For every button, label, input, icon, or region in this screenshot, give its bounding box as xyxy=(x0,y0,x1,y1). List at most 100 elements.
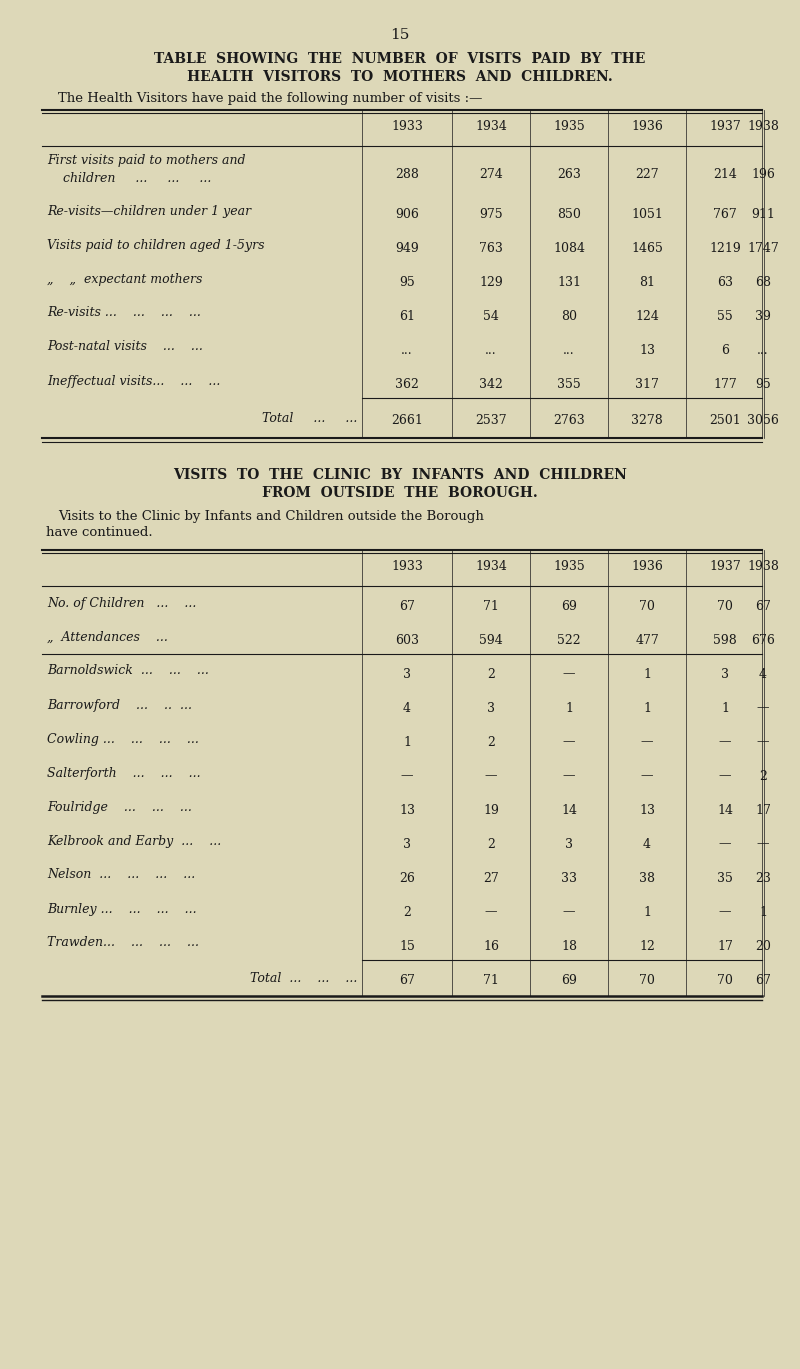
Text: 603: 603 xyxy=(395,634,419,646)
Text: 1: 1 xyxy=(643,668,651,680)
Text: 975: 975 xyxy=(479,208,503,220)
Text: 911: 911 xyxy=(751,208,775,220)
Text: 2537: 2537 xyxy=(475,415,507,427)
Text: 1084: 1084 xyxy=(553,241,585,255)
Text: 1936: 1936 xyxy=(631,560,663,574)
Text: HEALTH  VISITORS  TO  MOTHERS  AND  CHILDREN.: HEALTH VISITORS TO MOTHERS AND CHILDREN. xyxy=(187,70,613,84)
Text: 3: 3 xyxy=(721,668,729,680)
Text: 1937: 1937 xyxy=(709,560,741,574)
Text: 850: 850 xyxy=(557,208,581,220)
Text: 1: 1 xyxy=(721,701,729,715)
Text: 1219: 1219 xyxy=(709,241,741,255)
Text: „    „  expectant mothers: „ „ expectant mothers xyxy=(47,272,202,286)
Text: Burnley ...    ...    ...    ...: Burnley ... ... ... ... xyxy=(47,902,197,916)
Text: 767: 767 xyxy=(713,208,737,220)
Text: 362: 362 xyxy=(395,378,419,390)
Text: 70: 70 xyxy=(717,600,733,612)
Text: 71: 71 xyxy=(483,600,499,612)
Text: Total  ...    ...    ...: Total ... ... ... xyxy=(250,972,357,984)
Text: 6: 6 xyxy=(721,344,729,356)
Text: 39: 39 xyxy=(755,309,771,323)
Text: 1747: 1747 xyxy=(747,241,779,255)
Text: —: — xyxy=(562,769,575,783)
Text: 3056: 3056 xyxy=(747,415,779,427)
Text: 71: 71 xyxy=(483,975,499,987)
Text: 1051: 1051 xyxy=(631,208,663,220)
Text: No. of Children   ...    ...: No. of Children ... ... xyxy=(47,597,196,609)
Text: Cowling ...    ...    ...    ...: Cowling ... ... ... ... xyxy=(47,732,199,746)
Text: 2: 2 xyxy=(403,905,411,919)
Text: 70: 70 xyxy=(717,975,733,987)
Text: 2661: 2661 xyxy=(391,415,423,427)
Text: 3: 3 xyxy=(403,838,411,850)
Text: 1938: 1938 xyxy=(747,120,779,133)
Text: ...: ... xyxy=(485,344,497,356)
Text: 67: 67 xyxy=(399,600,415,612)
Text: 196: 196 xyxy=(751,167,775,181)
Text: 3278: 3278 xyxy=(631,415,663,427)
Text: Post-natal visits    ...    ...: Post-natal visits ... ... xyxy=(47,341,203,353)
Text: 522: 522 xyxy=(557,634,581,646)
Text: 13: 13 xyxy=(639,804,655,816)
Text: Total     ...     ...: Total ... ... xyxy=(262,412,357,424)
Text: TABLE  SHOWING  THE  NUMBER  OF  VISITS  PAID  BY  THE: TABLE SHOWING THE NUMBER OF VISITS PAID … xyxy=(154,52,646,66)
Text: 1933: 1933 xyxy=(391,120,423,133)
Text: —: — xyxy=(562,735,575,749)
Text: 23: 23 xyxy=(755,872,771,884)
Text: 227: 227 xyxy=(635,167,659,181)
Text: 1: 1 xyxy=(759,905,767,919)
Text: 2: 2 xyxy=(487,668,495,680)
Text: 67: 67 xyxy=(755,600,771,612)
Text: 63: 63 xyxy=(717,275,733,289)
Text: 1935: 1935 xyxy=(553,560,585,574)
Text: —: — xyxy=(718,905,731,919)
Text: 1465: 1465 xyxy=(631,241,663,255)
Text: —: — xyxy=(485,905,498,919)
Text: 129: 129 xyxy=(479,275,503,289)
Text: 17: 17 xyxy=(717,939,733,953)
Text: 1934: 1934 xyxy=(475,120,507,133)
Text: —: — xyxy=(718,769,731,783)
Text: 20: 20 xyxy=(755,939,771,953)
Text: 2763: 2763 xyxy=(553,415,585,427)
Text: 1: 1 xyxy=(643,701,651,715)
Text: 2501: 2501 xyxy=(709,415,741,427)
Text: 69: 69 xyxy=(561,975,577,987)
Text: 19: 19 xyxy=(483,804,499,816)
Text: —: — xyxy=(641,735,654,749)
Text: 14: 14 xyxy=(561,804,577,816)
Text: 70: 70 xyxy=(639,600,655,612)
Text: —: — xyxy=(485,769,498,783)
Text: —: — xyxy=(757,701,770,715)
Text: Kelbrook and Earby  ...    ...: Kelbrook and Earby ... ... xyxy=(47,835,222,847)
Text: 13: 13 xyxy=(399,804,415,816)
Text: „  Attendances    ...: „ Attendances ... xyxy=(47,631,168,643)
Text: VISITS  TO  THE  CLINIC  BY  INFANTS  AND  CHILDREN: VISITS TO THE CLINIC BY INFANTS AND CHIL… xyxy=(173,468,627,482)
Text: Visits paid to children aged 1-5yrs: Visits paid to children aged 1-5yrs xyxy=(47,238,265,252)
Text: 1: 1 xyxy=(403,735,411,749)
Text: Re-visits—children under 1 year: Re-visits—children under 1 year xyxy=(47,204,251,218)
Text: Barrowford    ...    ..  ...: Barrowford ... .. ... xyxy=(47,698,192,712)
Text: 80: 80 xyxy=(561,309,577,323)
Text: 12: 12 xyxy=(639,939,655,953)
Text: 1: 1 xyxy=(643,905,651,919)
Text: children     ...     ...     ...: children ... ... ... xyxy=(47,172,211,185)
Text: 16: 16 xyxy=(483,939,499,953)
Text: Visits to the Clinic by Infants and Children outside the Borough: Visits to the Clinic by Infants and Chil… xyxy=(58,511,484,523)
Text: The Health Visitors have paid the following number of visits :—: The Health Visitors have paid the follow… xyxy=(58,92,482,105)
Text: Re-visits ...    ...    ...    ...: Re-visits ... ... ... ... xyxy=(47,307,201,319)
Text: Salterforth    ...    ...    ...: Salterforth ... ... ... xyxy=(47,767,201,779)
Text: 1933: 1933 xyxy=(391,560,423,574)
Text: 35: 35 xyxy=(717,872,733,884)
Text: 131: 131 xyxy=(557,275,581,289)
Text: ...: ... xyxy=(757,344,769,356)
Text: ...: ... xyxy=(401,344,413,356)
Text: 4: 4 xyxy=(643,838,651,850)
Text: 3: 3 xyxy=(403,668,411,680)
Text: 2: 2 xyxy=(487,735,495,749)
Text: 17: 17 xyxy=(755,804,771,816)
Text: —: — xyxy=(641,769,654,783)
Text: 2: 2 xyxy=(759,769,767,783)
Text: 67: 67 xyxy=(755,975,771,987)
Text: 61: 61 xyxy=(399,309,415,323)
